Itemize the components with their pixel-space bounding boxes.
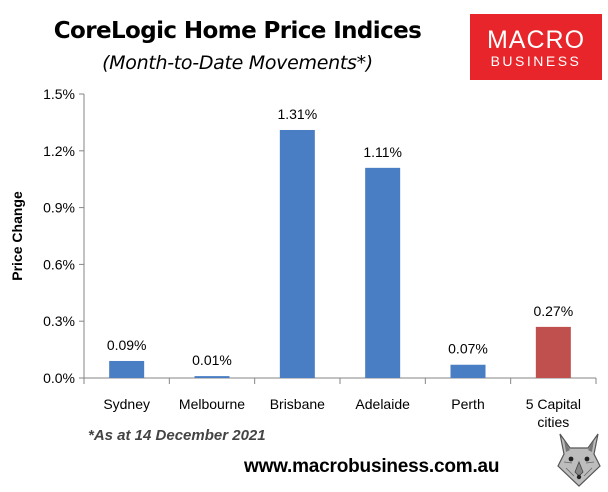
x-tick-label-line: Perth (451, 396, 484, 412)
y-tick-label: 0.0% (43, 370, 75, 386)
y-tick-label: 0.3% (43, 313, 75, 329)
x-tick-label: Brisbane (270, 396, 325, 412)
bar (109, 360, 145, 378)
macrobusiness-logo: MACRO BUSINESS (470, 14, 602, 80)
x-tick-label: Sydney (103, 396, 150, 412)
logo-line-1: MACRO (486, 26, 586, 54)
bar (279, 129, 315, 378)
x-tick-label: Adelaide (355, 396, 410, 412)
website-url: www.macrobusiness.com.au (244, 456, 500, 477)
bar (365, 167, 401, 378)
x-tick-label-line: Adelaide (355, 396, 410, 412)
y-axis-title: Price Change (9, 191, 25, 281)
y-tick-label: 0.6% (43, 256, 75, 272)
footnote: *As at 14 December 2021 (88, 427, 266, 444)
x-tick-label-line: Brisbane (270, 396, 325, 412)
x-tick-label-line: cities (537, 414, 569, 430)
x-tick-label: 5 Capital cities (526, 396, 581, 430)
bar (450, 364, 486, 378)
data-label: 0.01% (192, 352, 232, 368)
data-label: 1.31% (277, 106, 317, 122)
wolf-mascot-icon (557, 433, 601, 487)
x-tick-label-line: Melbourne (179, 396, 245, 412)
data-label: 0.09% (107, 337, 147, 353)
chart-title: CoreLogic Home Price Indices (53, 18, 422, 44)
chart-labels: 0.09% Sydney 0.01% Melbourne 1.31% Brisbane 1.… (103, 106, 581, 430)
data-label: 1.11% (363, 144, 402, 160)
chart-bars (109, 129, 571, 378)
bar (535, 326, 571, 378)
bar (194, 376, 230, 378)
chart-subtitle: (Month-to-Date Movements*) (102, 52, 373, 74)
y-tick-label: 1.5% (43, 86, 75, 102)
y-tick-label: 1.2% (43, 143, 75, 159)
y-tick-label: 0.9% (43, 200, 75, 216)
data-label: 0.07% (448, 341, 488, 357)
x-tick-label-line: Sydney (103, 396, 150, 412)
chart-axes: 0.0% 0.3% 0.6% 0.9% 1.2% 1.5% Price Change (9, 86, 597, 386)
x-tick-label: Melbourne (179, 396, 245, 412)
x-tick-label: Perth (451, 396, 484, 412)
logo-line-2: BUSINESS (490, 53, 582, 69)
data-label: 0.27% (533, 303, 573, 319)
x-tick-label-line: 5 Capital (526, 396, 581, 412)
